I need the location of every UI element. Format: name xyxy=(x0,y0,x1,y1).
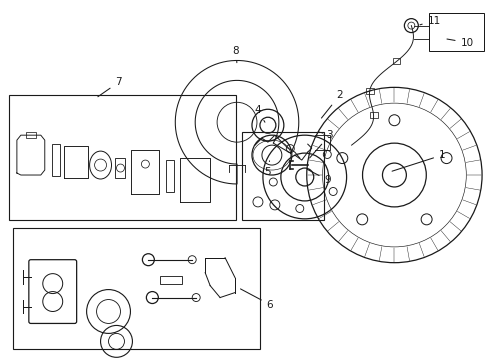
Bar xyxy=(9,95,236,220)
Text: 1: 1 xyxy=(391,150,445,171)
Bar xyxy=(392,58,400,64)
Bar xyxy=(160,276,182,284)
Text: 4: 4 xyxy=(254,105,264,122)
Bar xyxy=(115,158,125,178)
Bar xyxy=(13,228,260,349)
Text: 7: 7 xyxy=(98,77,122,97)
Text: 10: 10 xyxy=(446,37,473,48)
Text: 9: 9 xyxy=(306,169,330,185)
Bar xyxy=(365,88,373,94)
Bar xyxy=(166,160,174,192)
Bar xyxy=(242,132,323,220)
Bar xyxy=(428,13,483,50)
Bar xyxy=(52,144,60,176)
Text: 11: 11 xyxy=(419,15,440,26)
Text: 3: 3 xyxy=(309,130,332,158)
Text: 5: 5 xyxy=(264,161,271,177)
Text: 8: 8 xyxy=(232,45,239,63)
Text: 2: 2 xyxy=(321,90,342,118)
Text: 6: 6 xyxy=(240,289,273,310)
Bar xyxy=(369,112,377,118)
Bar xyxy=(26,132,36,138)
